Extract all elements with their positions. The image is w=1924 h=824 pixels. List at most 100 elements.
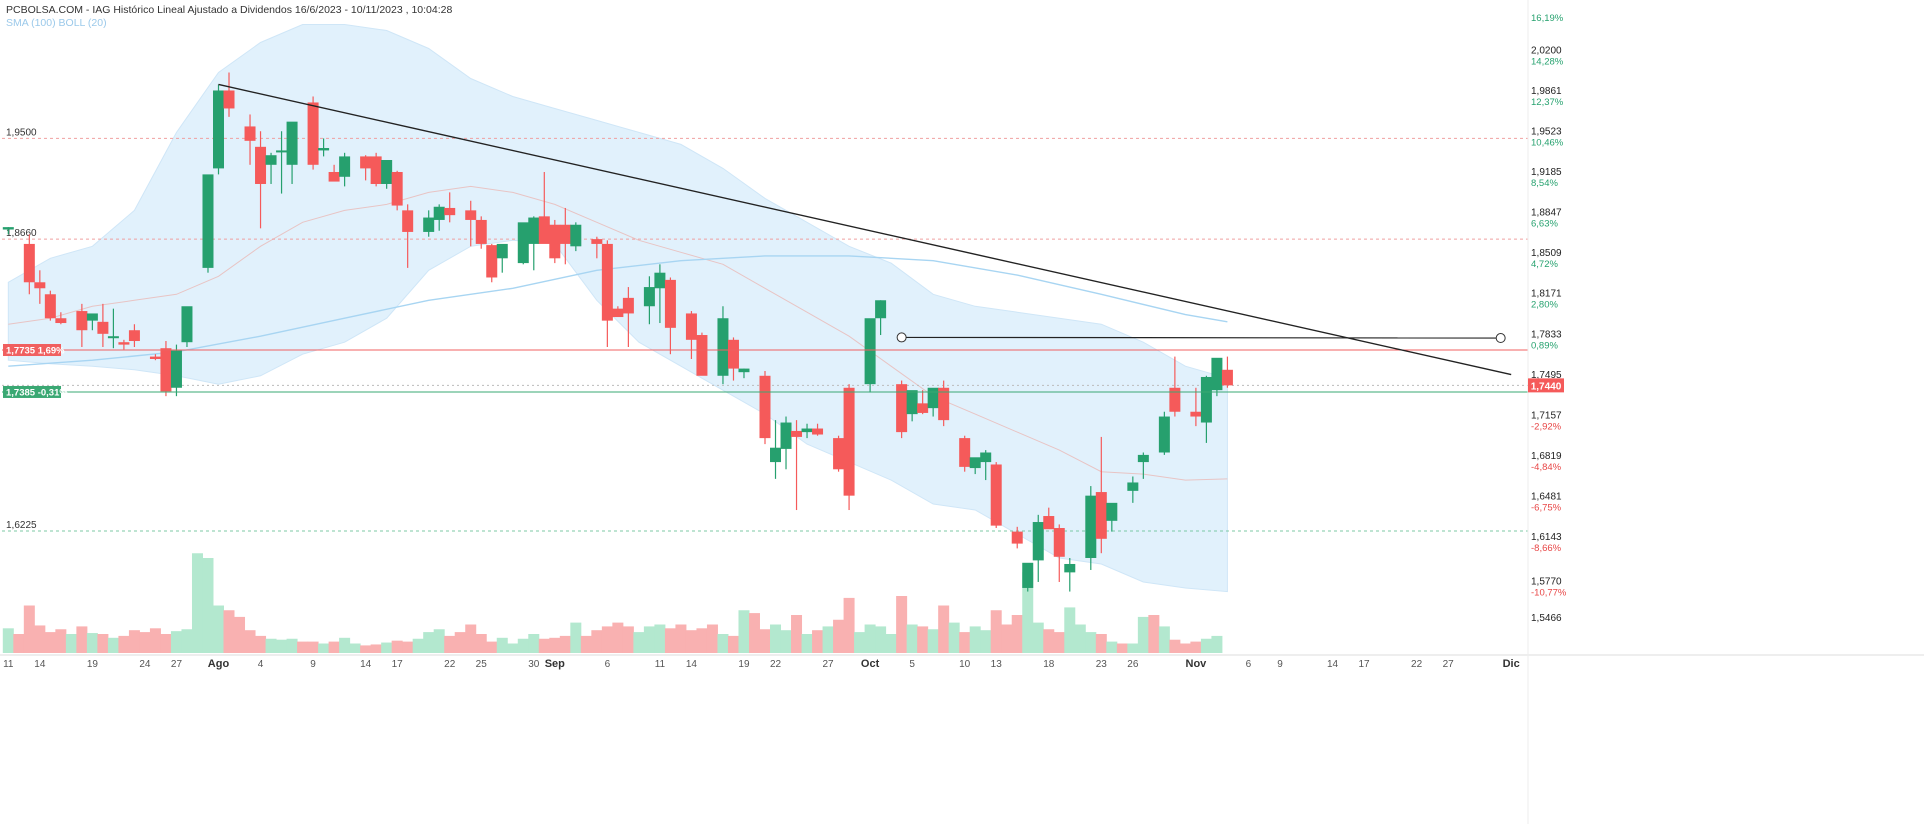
candles: [2, 72, 1233, 592]
y-tick-label: 1,6143: [1531, 532, 1562, 543]
volume-bar: [580, 635, 592, 653]
x-tick-label: 11: [655, 659, 666, 670]
x-tick-label: 19: [87, 659, 99, 670]
y-tick-label: 1,6481: [1531, 491, 1562, 502]
volume-bar: [444, 635, 456, 653]
volume-bar: [107, 637, 119, 653]
x-tick-label: 14: [34, 659, 46, 670]
volume-bar: [1043, 629, 1055, 653]
volume-bar: [622, 626, 634, 653]
candle: [1158, 411, 1170, 455]
candle-body: [1137, 454, 1149, 463]
candle: [265, 152, 277, 184]
volume-bar: [1032, 622, 1044, 653]
volume-bar: [1022, 572, 1034, 653]
candle-body: [97, 321, 109, 334]
candle-body: [717, 318, 729, 376]
volume-bar: [885, 634, 897, 653]
candle-body: [44, 294, 56, 319]
volume-bar: [591, 630, 603, 653]
volume-bar: [738, 610, 750, 653]
price-marker-badge: [3, 385, 61, 398]
volume-bar: [843, 597, 855, 653]
candle: [738, 368, 750, 379]
x-tick-label: 17: [1358, 659, 1370, 670]
candle: [97, 303, 109, 348]
candle-body: [444, 207, 456, 216]
candle-body: [1053, 528, 1065, 557]
candle: [423, 210, 435, 237]
volume-bar: [706, 624, 718, 653]
candle: [1127, 476, 1139, 503]
level-label: 1,6225: [6, 520, 37, 531]
volume-bar: [507, 643, 519, 653]
candle: [255, 131, 267, 229]
candle-body: [34, 282, 46, 289]
candle: [1011, 526, 1023, 549]
candle-body: [391, 171, 403, 206]
volume-bar: [1158, 626, 1170, 653]
candle-body: [402, 210, 414, 232]
trend-lines: [2, 83, 1528, 393]
volume-bar: [1179, 643, 1191, 653]
x-tick-label: 6: [605, 659, 611, 670]
candle: [107, 308, 119, 349]
volume-bar: [265, 638, 277, 653]
candle-body: [118, 342, 130, 345]
volume-bar: [1116, 643, 1128, 653]
volume-bar: [23, 605, 35, 653]
candle: [696, 332, 708, 376]
volume-bar: [1190, 641, 1202, 653]
volume-bar: [297, 641, 309, 653]
candle-body: [622, 297, 634, 314]
candle: [538, 171, 550, 244]
x-tick-label: 23: [1096, 659, 1108, 670]
candle: [980, 450, 992, 481]
candle-body: [591, 239, 603, 244]
volume-bar: [1074, 624, 1086, 653]
candle-body: [328, 171, 340, 182]
candle-body: [1011, 531, 1023, 544]
volume-bar: [318, 643, 330, 653]
candle: [1095, 436, 1107, 554]
candle: [780, 416, 792, 470]
trend-line: [218, 83, 1512, 376]
volume-bar: [1095, 634, 1107, 653]
y-tick-label: 1,8847: [1531, 208, 1562, 219]
x-tick-label: Ago: [208, 658, 230, 670]
candle-body: [833, 438, 845, 470]
candle-body: [276, 150, 288, 153]
candle: [496, 243, 508, 273]
candle-body: [1127, 482, 1139, 491]
candle-body: [812, 428, 824, 435]
volume-bar: [969, 626, 981, 653]
volume-bar: [128, 630, 140, 653]
candle: [517, 222, 529, 265]
volume-bar: [1011, 615, 1023, 653]
volume-bar: [1169, 639, 1181, 653]
candle: [1022, 562, 1034, 592]
segment-handle: [1495, 333, 1506, 344]
volume-bar: [86, 633, 98, 653]
candle: [402, 204, 414, 268]
bollinger-middle-line: [8, 185, 1228, 481]
volume-bar: [717, 634, 729, 653]
y-tick-label: 1,7157: [1531, 410, 1562, 421]
volume-bar: [643, 626, 655, 653]
volume-bar: [896, 596, 908, 653]
volume-bar: [2, 628, 14, 653]
volume-bar: [938, 605, 950, 653]
candle: [528, 216, 540, 271]
candle: [906, 390, 918, 422]
candle-body: [843, 387, 855, 496]
y-pct-label: 16,19%: [1531, 13, 1564, 24]
candle-body: [549, 224, 561, 259]
volume-bar: [223, 610, 235, 653]
candle-body: [128, 330, 140, 342]
candle: [864, 318, 876, 393]
candle: [791, 420, 803, 511]
volume-bar: [601, 626, 613, 653]
candle: [212, 84, 224, 175]
sma-100-line: [8, 255, 1228, 367]
